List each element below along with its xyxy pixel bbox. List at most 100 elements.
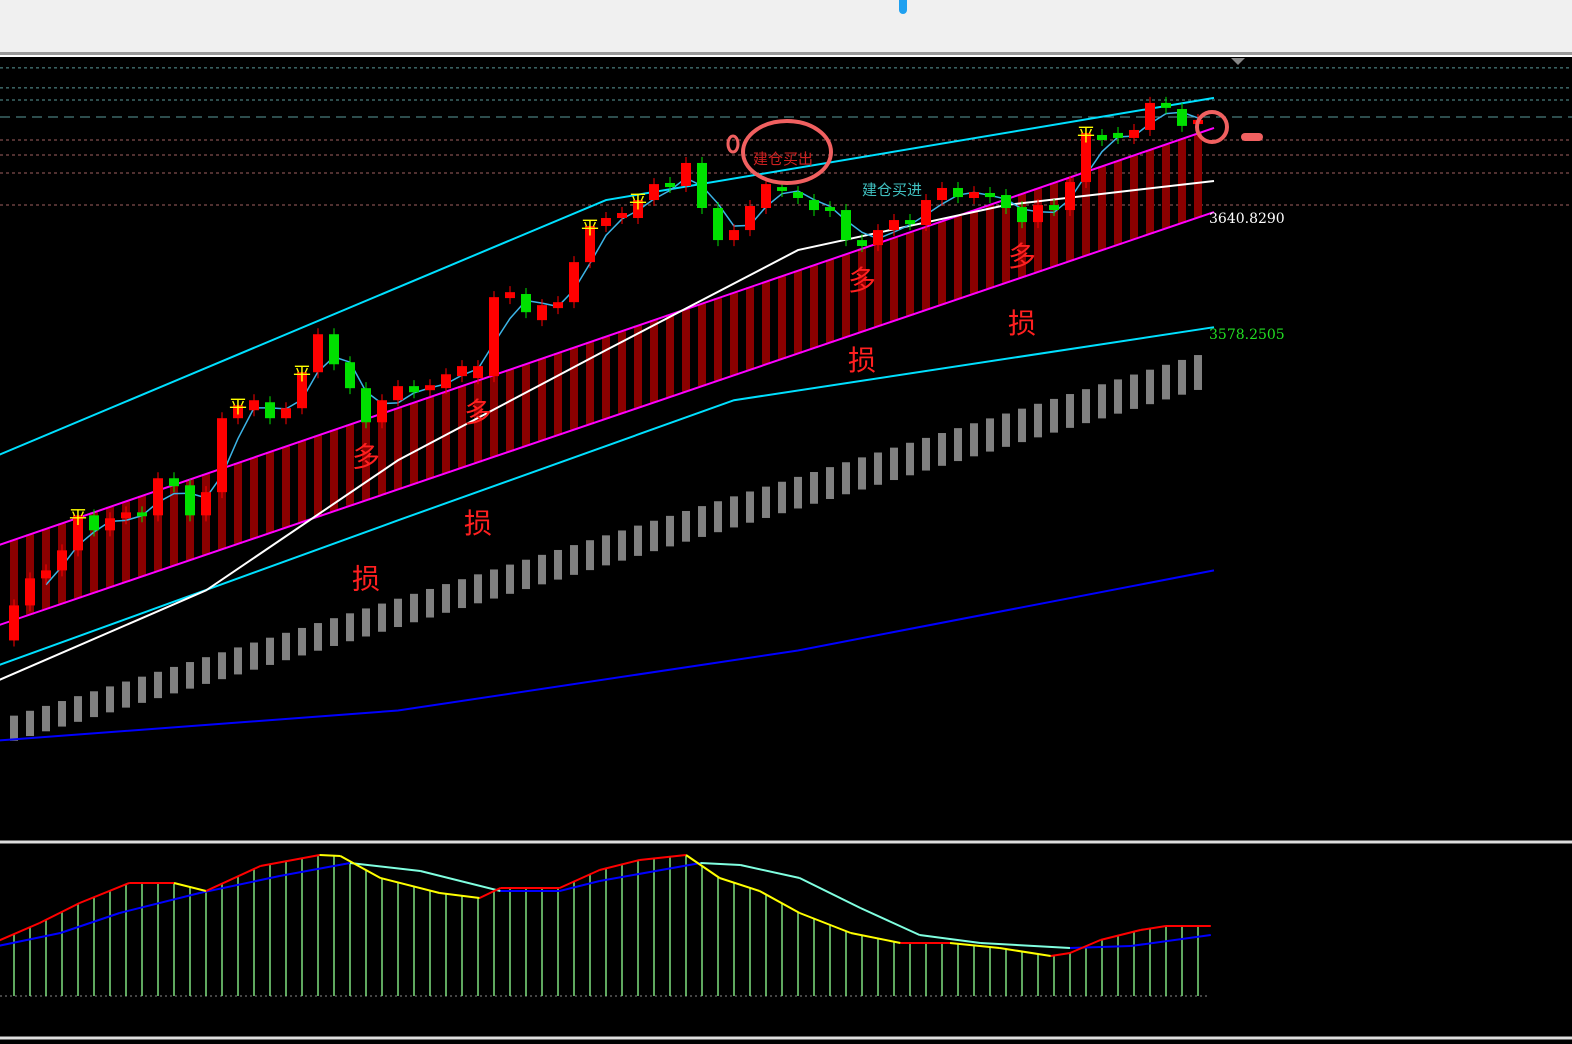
gray-band-bar <box>506 564 514 594</box>
gray-band-bar <box>570 545 578 575</box>
channel-column <box>506 369 514 452</box>
channel-column <box>474 380 482 463</box>
candle-up <box>601 218 611 226</box>
long-marker: 多 <box>1008 240 1036 273</box>
channel-column <box>346 424 354 506</box>
flat-marker: 平 <box>629 192 647 213</box>
channel-column <box>570 347 578 430</box>
flat-marker: 平 <box>293 364 311 385</box>
gray-band-bar <box>330 618 338 646</box>
candle-up <box>681 162 691 186</box>
channel-column <box>1178 138 1186 223</box>
macd-fast-line <box>260 854 320 867</box>
channel-column <box>170 484 178 566</box>
channel-column <box>1050 182 1058 267</box>
macd-slow-line <box>199 875 280 894</box>
gray-band-bar <box>1002 413 1010 447</box>
channel-column <box>410 402 418 485</box>
macd-slow-line <box>919 934 981 944</box>
gray-band-bar <box>538 554 546 585</box>
gray-band-bar <box>1146 369 1154 405</box>
candle-up <box>9 605 19 641</box>
candle-down <box>89 515 99 531</box>
candle-down <box>793 192 803 198</box>
channel-column <box>890 237 898 321</box>
channel-column <box>698 303 706 387</box>
channel-column <box>106 506 114 588</box>
candle-up <box>633 200 643 219</box>
candle-up <box>617 213 627 219</box>
gray-band-bar <box>218 652 226 680</box>
candle-up <box>25 578 35 606</box>
candle-down <box>521 294 531 313</box>
outer-upper-line <box>0 96 1215 456</box>
channel-column <box>1034 188 1042 272</box>
candle-down <box>953 187 963 198</box>
candle-down <box>345 362 355 389</box>
channel-column <box>602 336 610 419</box>
channel-column <box>378 413 386 495</box>
macd-fast-line <box>719 877 760 892</box>
channel-column <box>314 435 322 517</box>
candle-up <box>1081 132 1091 183</box>
flat-marker: 平 <box>1077 125 1095 146</box>
gray-band-bar <box>410 593 418 623</box>
stop-marker: 损 <box>1008 307 1036 340</box>
channel-column <box>250 457 258 539</box>
candle-down <box>809 200 819 211</box>
macd-slow-line <box>559 880 600 892</box>
macd-fast-line <box>999 947 1051 957</box>
macd-fast-line <box>1050 952 1071 957</box>
candle-down <box>137 512 147 517</box>
channel-column <box>778 276 786 359</box>
candle-down <box>169 478 179 487</box>
channel-column <box>1146 149 1154 234</box>
gray-band-bar <box>970 423 978 457</box>
candle-up <box>921 200 931 226</box>
macd-slow-line <box>349 862 421 872</box>
channel-column <box>730 292 738 376</box>
channel-column <box>234 462 242 544</box>
channel-lower-line <box>0 211 1215 626</box>
macd-fast-line <box>339 855 381 879</box>
channel-column <box>858 248 866 332</box>
shift-marker-icon[interactable] <box>1231 58 1245 65</box>
channel-column <box>1002 199 1010 283</box>
gray-band-bar <box>1018 408 1026 443</box>
candle-down <box>1177 109 1187 126</box>
gray-band-bar <box>74 696 82 722</box>
gray-band-bar <box>906 442 914 476</box>
candle-up <box>153 478 163 516</box>
gray-band-bar <box>826 467 834 499</box>
candle-up <box>761 184 771 209</box>
gray-band-bar <box>202 657 210 684</box>
gray-band-bar <box>10 715 18 741</box>
edge-mark-red: 】 <box>0 93 14 128</box>
candle-up <box>1145 102 1155 130</box>
candle-up <box>969 192 979 198</box>
gray-band-bar <box>1194 355 1202 390</box>
gray-band-bar <box>282 632 290 661</box>
gray-band-bar <box>1082 389 1090 424</box>
gray-band-bar <box>1178 359 1186 395</box>
macd-fast-line <box>1069 939 1101 954</box>
sell-circle-annotation <box>726 110 1263 185</box>
channel-column <box>426 397 434 479</box>
candle-up <box>105 518 115 531</box>
buy-open-label: 建仓买进 <box>862 181 922 199</box>
channel-column <box>714 298 722 381</box>
candle-up <box>745 205 755 231</box>
gray-band-bar <box>858 457 866 490</box>
gray-band-bar <box>1098 384 1106 419</box>
scroll-marker[interactable] <box>899 0 907 14</box>
gray-band-bar <box>746 491 754 523</box>
gray-band-bar <box>426 588 434 618</box>
gray-band-bar <box>922 437 930 471</box>
candle-up <box>425 385 435 391</box>
flat-marker: 平 <box>69 507 87 528</box>
candle-up <box>473 366 483 379</box>
macd-slow-line <box>799 877 861 909</box>
channel-column <box>874 243 882 327</box>
gray-band-bar <box>106 686 114 713</box>
